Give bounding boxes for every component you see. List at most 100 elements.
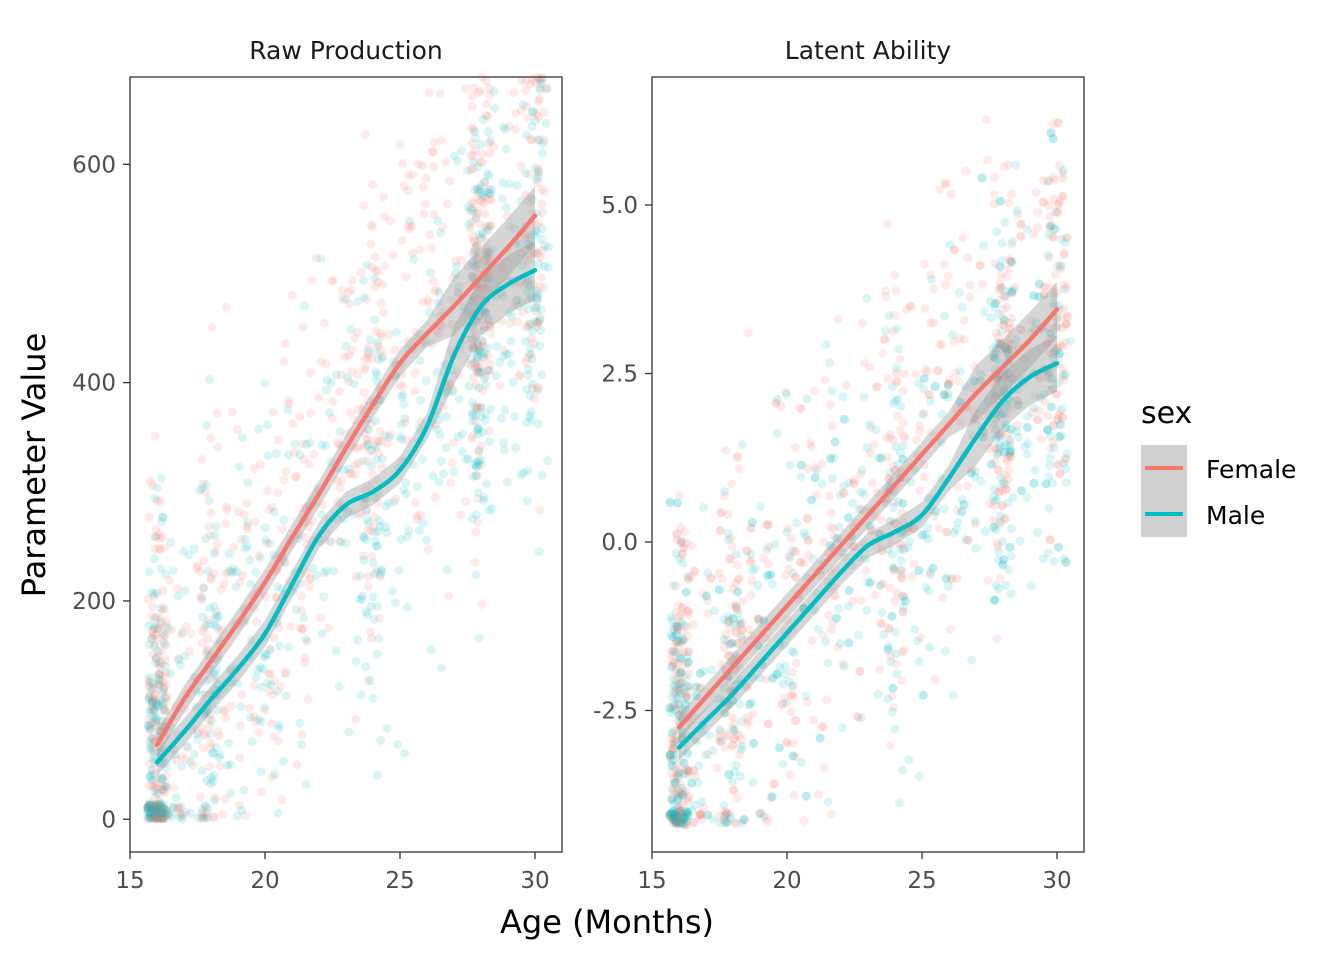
scatter-point (525, 320, 535, 330)
scatter-point (153, 680, 163, 690)
scatter-point (334, 536, 344, 546)
scatter-point (265, 644, 275, 654)
scatter-point (158, 700, 168, 710)
scatter-point (534, 290, 544, 300)
scatter-point (428, 276, 438, 286)
scatter-point (222, 505, 232, 515)
scatter-point (215, 761, 225, 771)
scatter-point (486, 185, 496, 195)
scatter-point (363, 581, 373, 591)
scatter-point (485, 220, 495, 230)
scatter-point (833, 642, 843, 652)
scatter-point (145, 803, 155, 813)
scatter-point (787, 667, 797, 677)
scatter-point (192, 729, 202, 739)
scatter-point (467, 101, 477, 111)
scatter-point (515, 370, 525, 380)
scatter-point (499, 438, 509, 448)
scatter-point (272, 593, 282, 603)
scatter-point (540, 241, 550, 251)
scatter-point (424, 88, 434, 98)
scatter-point (933, 366, 943, 376)
scatter-point (380, 430, 390, 440)
scatter-point (280, 557, 290, 567)
scatter-point (264, 669, 274, 679)
scatter-point (719, 635, 729, 645)
scatter-point (510, 412, 520, 422)
scatter-point (166, 625, 176, 635)
scatter-point (150, 801, 160, 811)
scatter-point (147, 602, 157, 612)
scatter-point (200, 689, 210, 699)
scatter-point (853, 712, 863, 722)
scatter-point (146, 741, 156, 751)
scatter-point (820, 375, 830, 385)
scatter-point (399, 181, 409, 191)
scatter-point (1043, 410, 1053, 420)
scatter-point (199, 556, 209, 566)
scatter-point (467, 514, 477, 524)
scatter-point (475, 184, 485, 194)
scatter-point (475, 188, 485, 198)
scatter-point (706, 573, 716, 583)
scatter-point (1016, 486, 1026, 496)
scatter-point (306, 408, 316, 418)
scatter-point (262, 486, 272, 496)
scatter-point (412, 514, 422, 524)
scatter-point (370, 536, 380, 546)
scatter-point (426, 645, 436, 655)
scatter-point (143, 803, 153, 813)
scatter-point (472, 354, 482, 364)
scatter-point (256, 682, 266, 692)
scatter-point (745, 556, 755, 566)
scatter-point (486, 329, 496, 339)
scatter-point (518, 307, 528, 317)
scatter-point (939, 504, 949, 514)
scatter-point (303, 694, 313, 704)
scatter-point (351, 572, 361, 582)
scatter-point (827, 421, 837, 431)
scatter-point (205, 721, 215, 731)
scatter-point (398, 390, 408, 400)
scatter-point (363, 676, 373, 686)
scatter-point (301, 439, 311, 449)
scatter-point (144, 677, 154, 687)
scatter-point (826, 454, 836, 464)
scatter-point (372, 541, 382, 551)
scatter-point (534, 171, 544, 181)
scatter-point (441, 443, 451, 453)
scatter-point (208, 748, 218, 758)
scatter-point (521, 190, 531, 200)
scatter-point (295, 450, 305, 460)
scatter-point (353, 458, 363, 468)
scatter-point (144, 814, 154, 824)
scatter-point (796, 403, 806, 413)
scatter-point (192, 561, 202, 571)
scatter-point (539, 261, 549, 271)
scatter-point (981, 114, 991, 124)
scatter-point (145, 725, 155, 735)
scatter-point (826, 508, 836, 518)
scatter-point (319, 592, 329, 602)
scatter-point (511, 443, 521, 453)
scatter-point (802, 394, 812, 404)
scatter-point (155, 613, 165, 623)
scatter-point (353, 327, 363, 337)
scatter-point (164, 810, 174, 820)
scatter-point (340, 352, 350, 362)
scatter-point (145, 813, 155, 823)
scatter-point (483, 111, 493, 121)
scatter-point (382, 528, 392, 538)
scatter-point (155, 800, 165, 810)
scatter-point (898, 386, 908, 396)
scatter-point (384, 498, 394, 508)
scatter-point (154, 774, 164, 784)
scatter-point (1052, 414, 1062, 424)
scatter-point (476, 220, 486, 230)
scatter-point (371, 416, 381, 426)
scatter-point (523, 370, 533, 380)
scatter-point (399, 399, 409, 409)
scatter-point (533, 112, 543, 122)
scatter-point (260, 652, 270, 662)
scatter-point (364, 518, 374, 528)
